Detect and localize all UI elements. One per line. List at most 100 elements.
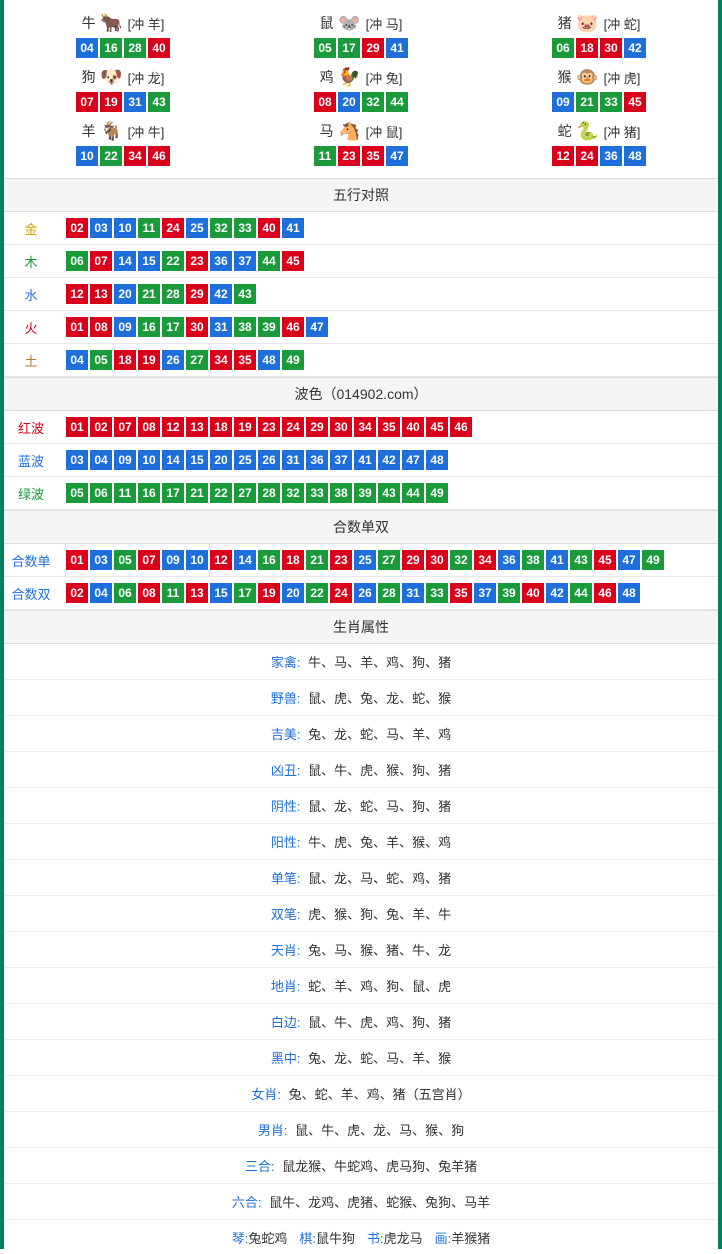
zodiac-chong: [冲 猪] xyxy=(604,122,641,141)
zodiac-icon: 🐶 xyxy=(98,66,126,88)
number-chip: 39 xyxy=(258,317,280,337)
number-chip: 22 xyxy=(306,583,328,603)
row-numbers: 02031011242532334041 xyxy=(58,218,304,238)
number-chip: 35 xyxy=(450,583,472,603)
number-chip: 32 xyxy=(450,550,472,570)
number-chip: 41 xyxy=(282,218,304,238)
zodiac-chong: [冲 兔] xyxy=(366,68,403,87)
number-chip: 38 xyxy=(522,550,544,570)
number-chip: 07 xyxy=(138,550,160,570)
qqs-item: 琴:兔蛇鸡 xyxy=(232,1228,288,1247)
number-chip: 05 xyxy=(66,483,88,503)
number-chip: 36 xyxy=(600,146,622,166)
attr-row: 黑中: 兔、龙、蛇、马、羊、猴 xyxy=(4,1040,718,1076)
zodiac-name: 狗 xyxy=(82,67,96,87)
number-chip: 46 xyxy=(282,317,304,337)
zodiac-chong: [冲 鼠] xyxy=(366,122,403,141)
zodiac-numbers: 07193143 xyxy=(8,92,238,112)
number-chip: 10 xyxy=(114,218,136,238)
bose-title: 波色（014902.com） xyxy=(4,377,718,411)
number-chip: 29 xyxy=(402,550,424,570)
number-chip: 10 xyxy=(186,550,208,570)
number-chip: 26 xyxy=(162,350,184,370)
number-chip: 05 xyxy=(90,350,112,370)
row-label: 绿波 xyxy=(4,484,58,503)
number-chip: 40 xyxy=(258,218,280,238)
number-chip: 25 xyxy=(186,218,208,238)
row-numbers: 06071415222336374445 xyxy=(58,251,304,271)
number-chip: 32 xyxy=(210,218,232,238)
number-chip: 44 xyxy=(570,583,592,603)
number-chip: 03 xyxy=(66,450,88,470)
row-label: 金 xyxy=(4,219,58,238)
attr-label: 三合: xyxy=(245,1159,275,1174)
attr-text: 牛、马、羊、鸡、狗、猪 xyxy=(305,655,452,670)
number-chip: 20 xyxy=(338,92,360,112)
number-chip: 08 xyxy=(138,583,160,603)
attr-row: 白边: 鼠、牛、虎、鸡、狗、猪 xyxy=(4,1004,718,1040)
attr-row: 三合: 鼠龙猴、牛蛇鸡、虎马狗、兔羊猪 xyxy=(4,1148,718,1184)
number-chip: 40 xyxy=(522,583,544,603)
qqs-label: 琴: xyxy=(232,1231,249,1246)
number-chip: 40 xyxy=(148,38,170,58)
number-chip: 42 xyxy=(378,450,400,470)
number-chip: 16 xyxy=(138,483,160,503)
number-chip: 24 xyxy=(162,218,184,238)
attr-label: 双笔: xyxy=(271,907,301,922)
attr-label: 阳性: xyxy=(271,835,301,850)
attr-label: 野兽: xyxy=(271,691,301,706)
number-chip: 35 xyxy=(234,350,256,370)
number-chip: 23 xyxy=(338,146,360,166)
zodiac-cell: 鸡🐓[冲 兔]08203244 xyxy=(242,62,480,116)
number-chip: 32 xyxy=(282,483,304,503)
number-chip: 30 xyxy=(186,317,208,337)
number-chip: 38 xyxy=(234,317,256,337)
zodiac-numbers: 05172941 xyxy=(246,38,476,58)
number-chip: 25 xyxy=(354,550,376,570)
attr-label: 凶丑: xyxy=(271,763,301,778)
number-chip: 05 xyxy=(314,38,336,58)
qqs-text: 羊猴猪 xyxy=(451,1231,490,1246)
zodiac-name: 鸡 xyxy=(320,67,334,87)
number-chip: 13 xyxy=(90,284,112,304)
attr-label: 单笔: xyxy=(271,871,301,886)
number-chip: 22 xyxy=(210,483,232,503)
number-chip: 48 xyxy=(426,450,448,470)
attr-label: 吉美: xyxy=(271,727,301,742)
number-chip: 01 xyxy=(66,317,88,337)
number-chip: 20 xyxy=(114,284,136,304)
number-chip: 20 xyxy=(210,450,232,470)
attr-text: 鼠、牛、虎、猴、狗、猪 xyxy=(305,763,452,778)
attr-text: 牛、虎、兔、羊、猴、鸡 xyxy=(305,835,452,850)
attr-label: 六合: xyxy=(232,1195,262,1210)
zodiac-numbers: 06183042 xyxy=(484,38,714,58)
number-chip: 49 xyxy=(642,550,664,570)
number-chip: 09 xyxy=(114,450,136,470)
number-chip: 15 xyxy=(186,450,208,470)
zodiac-grid: 牛🐂[冲 羊]04162840鼠🐭[冲 马]05172941猪🐷[冲 蛇]061… xyxy=(4,0,718,178)
number-chip: 28 xyxy=(124,38,146,58)
number-chip: 30 xyxy=(426,550,448,570)
number-chip: 07 xyxy=(76,92,98,112)
number-chip: 17 xyxy=(234,583,256,603)
number-chip: 36 xyxy=(498,550,520,570)
row-numbers: 0204060811131517192022242628313335373940… xyxy=(58,583,640,603)
number-chip: 30 xyxy=(600,38,622,58)
number-chip: 09 xyxy=(114,317,136,337)
number-chip: 46 xyxy=(594,583,616,603)
number-chip: 01 xyxy=(66,550,88,570)
qqs-label: 棋: xyxy=(299,1231,316,1246)
row-label: 水 xyxy=(4,285,58,304)
table-row: 土04051819262734354849 xyxy=(4,344,718,377)
number-chip: 18 xyxy=(210,417,232,437)
number-chip: 29 xyxy=(362,38,384,58)
heshu-table: 合数单0103050709101214161821232527293032343… xyxy=(4,544,718,610)
number-chip: 11 xyxy=(114,483,136,503)
table-row: 绿波05061116172122272832333839434449 xyxy=(4,477,718,510)
number-chip: 43 xyxy=(570,550,592,570)
number-chip: 19 xyxy=(258,583,280,603)
zodiac-cell: 猴🐵[冲 虎]09213345 xyxy=(480,62,718,116)
number-chip: 41 xyxy=(546,550,568,570)
number-chip: 19 xyxy=(234,417,256,437)
number-chip: 31 xyxy=(124,92,146,112)
